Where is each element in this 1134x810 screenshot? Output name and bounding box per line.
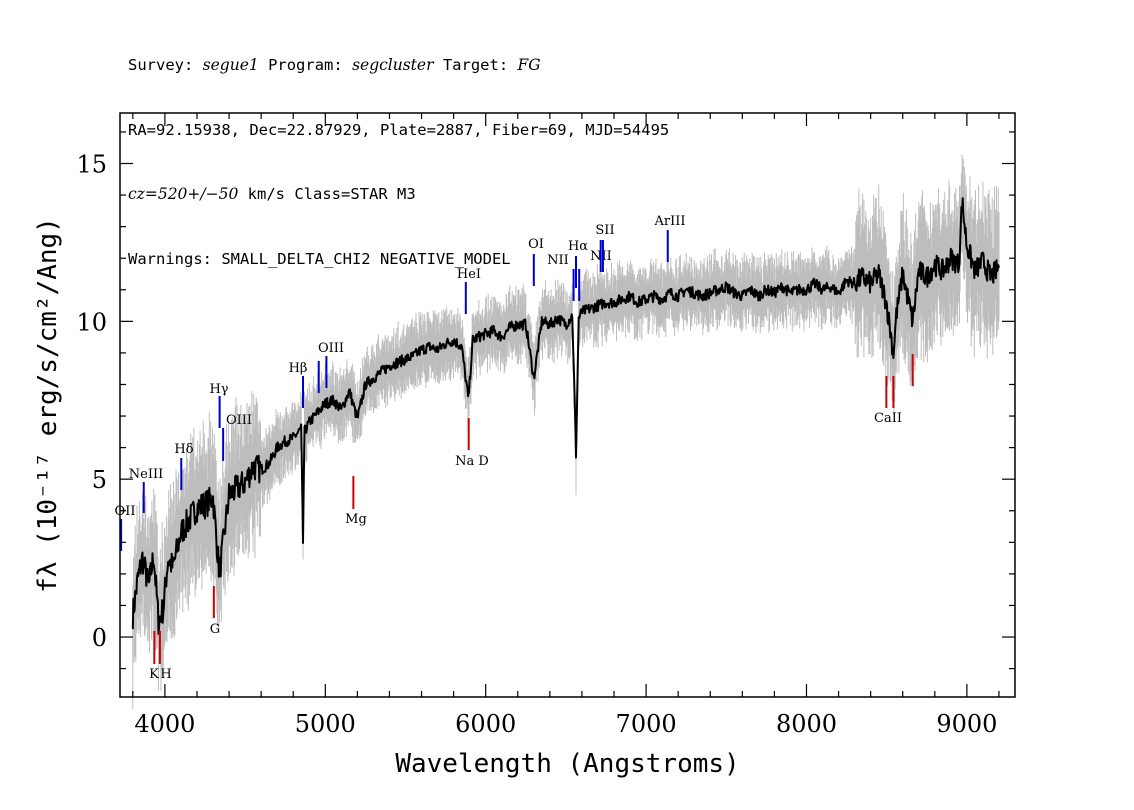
x-tick-label: 5000: [295, 710, 356, 738]
line-label: K: [149, 667, 159, 682]
error-band: [132, 154, 1000, 709]
header-line-coordinates: RA=92.15938, Dec=22.87929, Plate=2887, F…: [128, 120, 670, 139]
line-label: Mg: [345, 512, 367, 527]
line-label: SII: [595, 223, 614, 238]
line-label: NeIII: [129, 467, 163, 482]
x-tick-label: 8000: [776, 710, 837, 738]
line-label: OIII: [226, 413, 252, 428]
y-tick-label: 15: [76, 151, 107, 179]
line-label: Hβ: [289, 361, 308, 376]
spectral-lines-layer: OII NeIII K H Hδ G Hγ OIII Hβ OIII Mg Na D HeI OINIIH…: [115, 214, 914, 682]
line-label: HeI: [457, 267, 481, 282]
cz-value: cz=520+/−50: [128, 185, 239, 203]
x-tick-label: 4000: [134, 710, 195, 738]
plot-frame: [119, 112, 1016, 698]
line-label: ArIII: [653, 214, 685, 229]
x-tick-label: 7000: [616, 710, 677, 738]
line-label: H: [160, 667, 171, 682]
spectrum-header: Survey: segue1 Program: segcluster Targe…: [128, 12, 669, 292]
y-tick-label: 10: [76, 308, 107, 336]
flux-line: [131, 197, 1000, 635]
y-tick-label: 0: [92, 624, 107, 652]
line-label: Hγ: [209, 382, 228, 397]
x-axis-title: Wavelength (Angstroms): [395, 749, 739, 779]
line-label: OII: [115, 504, 136, 519]
axis-ticks-layer: 4000 5000 6000 7000 8000 9000 0 5 10 15: [76, 113, 1015, 738]
line-label: Na D: [455, 454, 489, 469]
x-tick-label: 6000: [455, 710, 516, 738]
program-value: segcluster: [352, 56, 434, 74]
line-label: G: [210, 622, 220, 637]
line-label: OI: [528, 237, 544, 252]
x-tick-label: 9000: [936, 710, 997, 738]
line-label: OIII: [318, 341, 344, 356]
line-label: NII: [547, 253, 569, 268]
line-label: Hδ: [174, 442, 193, 457]
y-axis-title: fλ (10⁻¹⁷ erg/s/cm²/Ang): [33, 217, 63, 593]
header-line-redshift: cz=520+/−50 km/s Class=STAR M3: [128, 185, 416, 203]
error-band-layer: [132, 154, 1000, 709]
target-value: FG: [517, 56, 541, 74]
flux-series-layer: [131, 197, 1000, 635]
header-line-survey: Survey: segue1 Program: segcluster Targe…: [128, 56, 541, 74]
header-line-warnings: Warnings: SMALL_DELTA_CHI2 NEGATIVE_MODE…: [128, 249, 511, 268]
line-label: CaII: [874, 411, 902, 426]
line-label: Hα: [568, 239, 588, 254]
y-tick-label: 5: [92, 466, 107, 494]
survey-value: segue1: [202, 56, 259, 74]
